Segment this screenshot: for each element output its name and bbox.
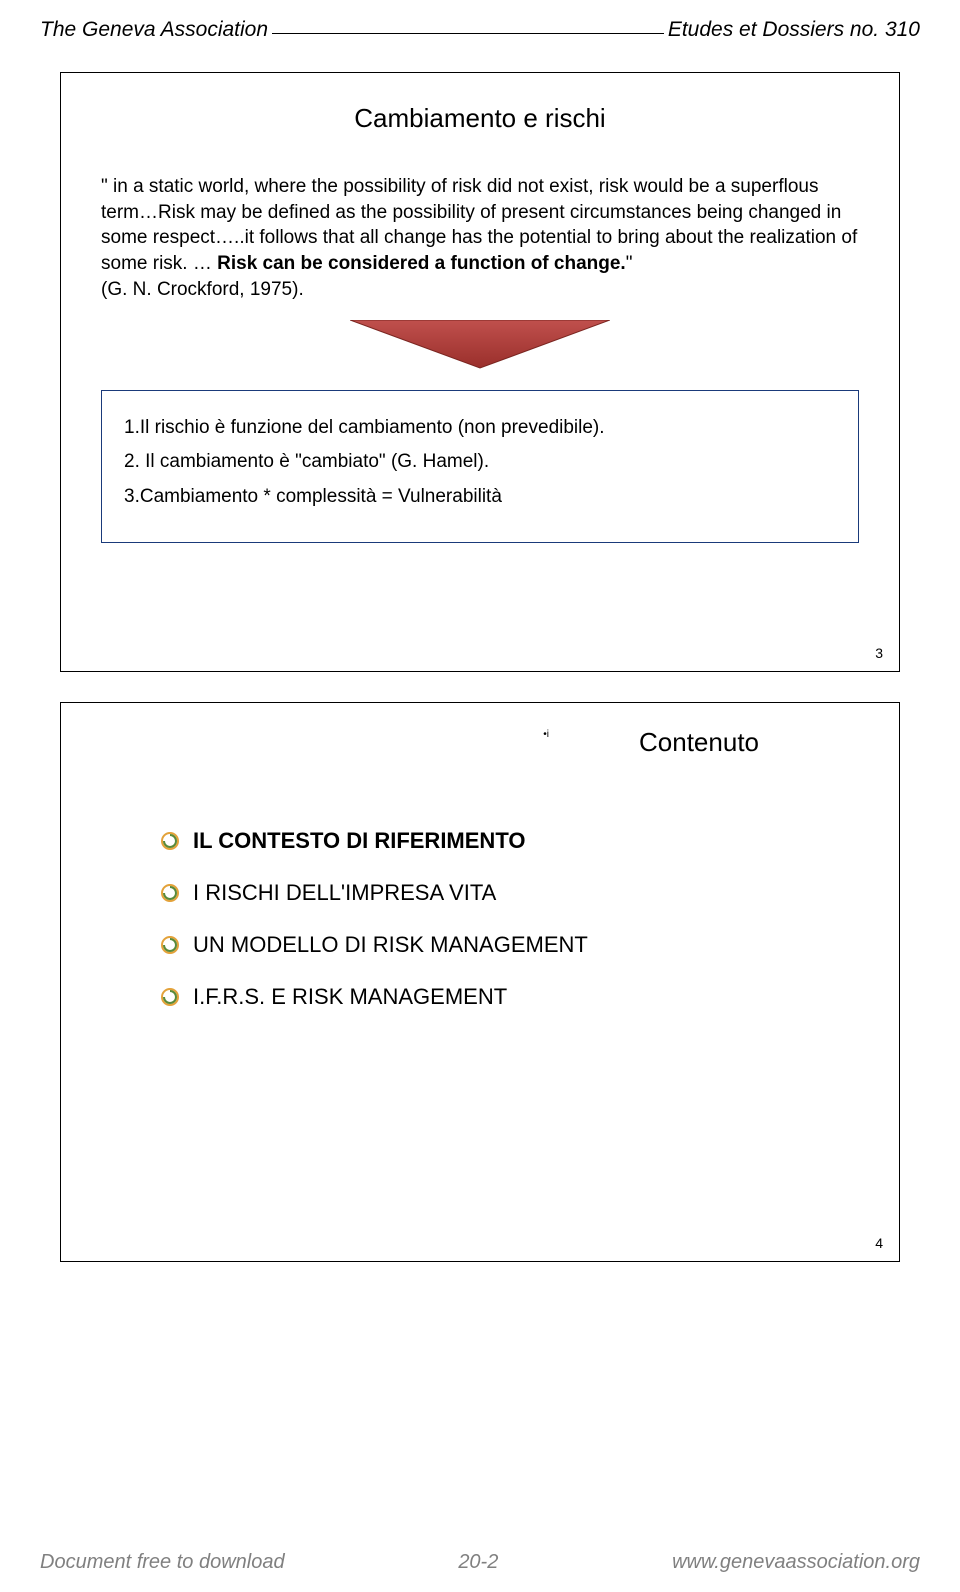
toc-label: IL CONTESTO DI RIFERIMENTO [193, 828, 525, 854]
quote-close: " [626, 253, 633, 274]
toc-item-rischi: I RISCHI DELL'IMPRESA VITA [161, 880, 859, 906]
footer-left: Document free to download [40, 1551, 285, 1574]
slide-cambiamento: Cambiamento e rischi " in a static world… [60, 72, 900, 672]
slide-contenuto: •i Contenuto IL CONTESTO DI RIFERIMENTO … [60, 702, 900, 1262]
box-item-1: 1.Il rischio è funzione del cambiamento … [124, 411, 836, 445]
slide2-title: Contenuto [639, 727, 759, 758]
quote-citation: (G. N. Crockford, 1975). [101, 279, 304, 300]
toc-label: I.F.R.S. E RISK MANAGEMENT [193, 984, 507, 1010]
box-item-3: 3.Cambiamento * complessità = Vulnerabil… [124, 480, 836, 514]
box-item-2: 2. Il cambiamento è "cambiato" (G. Hamel… [124, 445, 836, 479]
arrow-container [101, 320, 859, 370]
spiral-bullet-icon [161, 936, 179, 954]
spiral-bullet-icon [161, 988, 179, 1006]
toc-item-contesto: IL CONTESTO DI RIFERIMENTO [161, 828, 859, 854]
toc-item-modello: UN MODELLO DI RISK MANAGEMENT [161, 932, 859, 958]
numbered-box: 1.Il rischio è funzione del cambiamento … [101, 390, 859, 543]
toc-list: IL CONTESTO DI RIFERIMENTO I RISCHI DELL… [101, 828, 859, 1010]
footer-right: www.genevaassociation.org [672, 1551, 920, 1574]
header-right: Etudes et Dossiers no. 310 [668, 18, 920, 42]
footer-center: 20-2 [458, 1551, 498, 1574]
toc-label: I RISCHI DELL'IMPRESA VITA [193, 880, 496, 906]
slide2-number: 4 [875, 1235, 883, 1251]
tiny-label: •i [543, 729, 549, 740]
slide1-number: 3 [875, 645, 883, 661]
down-arrow-icon [350, 320, 610, 370]
spiral-bullet-icon [161, 884, 179, 902]
slide1-title: Cambiamento e rischi [101, 103, 859, 134]
quote-block: " in a static world, where the possibili… [101, 174, 859, 302]
toc-item-ifrs: I.F.R.S. E RISK MANAGEMENT [161, 984, 859, 1010]
header-underline [272, 33, 664, 34]
contenuto-header-row: •i Contenuto [101, 727, 859, 758]
spiral-bullet-icon [161, 832, 179, 850]
header-left: The Geneva Association [40, 18, 268, 42]
page-header: The Geneva Association Etudes et Dossier… [0, 0, 960, 42]
page-footer: Document free to download 20-2 www.genev… [0, 1551, 960, 1574]
toc-label: UN MODELLO DI RISK MANAGEMENT [193, 932, 588, 958]
quote-bold: Risk can be considered a function of cha… [217, 253, 626, 274]
